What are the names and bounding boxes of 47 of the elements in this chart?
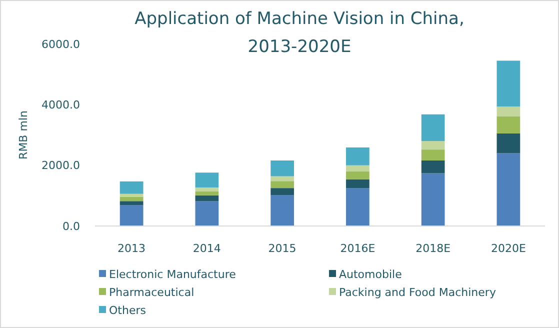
bar — [120, 205, 144, 226]
x-tick-label: 2020E — [490, 242, 526, 255]
bar — [195, 201, 219, 226]
y-axis-title: RMB mln — [17, 110, 30, 160]
bar — [270, 181, 294, 188]
bar — [195, 172, 219, 188]
legend-label: Electronic Manufacture — [109, 268, 236, 281]
y-tick-label: 4000.0 — [42, 98, 80, 112]
bar — [346, 147, 370, 166]
bar — [270, 188, 294, 196]
bar — [120, 194, 144, 197]
x-tick-label: 2014 — [192, 242, 221, 255]
bar — [496, 60, 520, 106]
bar — [421, 114, 445, 142]
bar — [120, 181, 144, 194]
bar — [270, 195, 294, 226]
bar — [270, 160, 294, 176]
legend-label: Others — [109, 304, 146, 317]
bar — [421, 150, 445, 160]
bar — [120, 196, 144, 202]
y-tick-label: 6000.0 — [42, 38, 80, 51]
x-tick-label: 2016E — [340, 242, 376, 255]
bar — [195, 187, 219, 192]
y-tick-label: 2000.0 — [42, 159, 80, 172]
bar — [346, 165, 370, 172]
bar — [421, 160, 445, 174]
legend-label: Pharmaceutical — [109, 286, 194, 299]
bar — [346, 188, 370, 226]
legend-label: Packing and Food Machinery — [339, 286, 496, 299]
bar — [346, 171, 370, 180]
bar — [496, 116, 520, 134]
x-tick-label: 2013 — [118, 242, 146, 255]
bar — [195, 195, 219, 202]
bar — [421, 173, 445, 226]
bar — [195, 191, 219, 196]
legend-label: Automobile — [339, 268, 402, 281]
x-tick-label: 2018E — [416, 242, 451, 255]
bar — [421, 141, 445, 150]
bar — [496, 133, 520, 154]
bar — [496, 153, 520, 226]
bar — [346, 179, 370, 188]
y-tick-label: 0.0 — [62, 220, 80, 233]
bar — [496, 106, 520, 116]
bar — [120, 201, 144, 206]
chart-title: Application of Machine Vision in China, 2013-2020E — [134, 9, 464, 57]
x-tick-label: 2015 — [268, 242, 296, 255]
bar — [270, 176, 294, 182]
